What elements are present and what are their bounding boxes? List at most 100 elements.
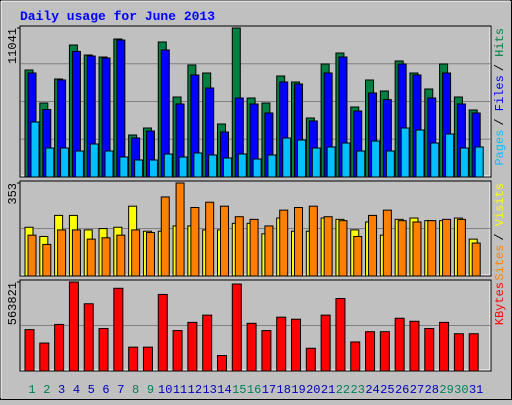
bar	[368, 214, 378, 277]
bar	[382, 209, 392, 277]
bar	[400, 127, 410, 178]
bar	[45, 147, 55, 178]
bar	[178, 156, 188, 178]
x-tick-label: 26	[395, 383, 409, 397]
bar	[193, 152, 203, 178]
bar	[27, 234, 37, 277]
bar	[249, 218, 259, 277]
bar	[131, 229, 141, 277]
bar	[222, 157, 232, 178]
x-tick-label: 23	[351, 383, 365, 397]
legend-entry: Files	[493, 75, 507, 111]
bar	[116, 234, 126, 277]
bar	[142, 346, 153, 372]
legend-separator: /	[493, 64, 507, 71]
x-tick-label: 8	[132, 383, 139, 397]
bar	[116, 39, 126, 178]
legend-entry: Pages	[493, 130, 507, 166]
bar	[356, 150, 366, 178]
bar	[128, 346, 139, 372]
x-tick-label: 7	[117, 383, 124, 397]
x-tick-label: 30	[454, 383, 468, 397]
legend: Sites / Visits	[493, 183, 507, 281]
bar	[42, 243, 52, 277]
bar	[335, 298, 346, 372]
x-tick-label: 22	[336, 383, 350, 397]
x-tick-label: 20	[306, 383, 320, 397]
x-tick-label: 15	[232, 383, 246, 397]
bar	[397, 220, 407, 277]
bar	[459, 147, 469, 178]
bar	[30, 121, 40, 178]
bar	[74, 150, 84, 178]
bar	[237, 153, 247, 178]
bar	[60, 147, 70, 178]
bar	[320, 314, 331, 372]
x-tick-label: 1	[28, 383, 35, 397]
bar	[311, 147, 321, 178]
bar	[291, 318, 302, 372]
bar	[379, 331, 390, 372]
bar	[294, 207, 304, 277]
bar	[205, 201, 215, 277]
x-tick-label: 28	[425, 383, 439, 397]
bar	[353, 235, 363, 277]
bar	[261, 330, 272, 372]
bar	[89, 143, 99, 178]
bar	[101, 237, 111, 277]
bar	[39, 342, 50, 372]
bar	[409, 320, 420, 372]
bar	[134, 159, 144, 178]
legend-entry: Visits	[493, 183, 507, 226]
bar	[86, 238, 96, 277]
x-tick-label: 6	[102, 383, 109, 397]
bar	[415, 129, 425, 178]
x-tick-label: 4	[73, 383, 80, 397]
y-tick-label: 353	[6, 183, 20, 205]
bar	[246, 322, 257, 372]
x-tick-label: 13	[202, 383, 216, 397]
x-tick-label: 19	[291, 383, 305, 397]
legend: KBytes	[493, 282, 507, 325]
bar	[341, 142, 351, 178]
bar	[160, 196, 170, 277]
bar	[175, 182, 185, 277]
x-tick-label: 12	[188, 383, 202, 397]
bar	[282, 137, 292, 178]
x-tick-label: 2	[43, 383, 50, 397]
x-tick-label: 5	[88, 383, 95, 397]
legend-separator: /	[493, 233, 507, 240]
bar	[24, 329, 35, 372]
bar	[338, 220, 348, 277]
bar	[471, 242, 481, 277]
bar	[305, 347, 316, 372]
x-tick-label: 21	[321, 383, 335, 397]
bar	[412, 221, 422, 277]
bar	[190, 207, 200, 277]
x-tick-label: 17	[262, 383, 276, 397]
x-tick-label: 11	[173, 383, 187, 397]
bar	[365, 331, 376, 372]
bar	[157, 293, 168, 372]
bar	[267, 154, 277, 178]
bar	[231, 283, 242, 372]
bar	[219, 205, 229, 277]
bar	[445, 133, 455, 178]
bar	[119, 156, 129, 178]
bar	[104, 150, 114, 178]
bar	[456, 218, 466, 277]
x-tick-label: 18	[277, 383, 291, 397]
bar	[163, 153, 173, 178]
bar	[54, 323, 65, 372]
x-tick-label: 10	[158, 383, 172, 397]
bar	[264, 225, 274, 277]
x-tick-label: 9	[147, 383, 154, 397]
bar	[323, 216, 333, 277]
x-tick-label: 25	[380, 383, 394, 397]
bar	[252, 158, 262, 178]
bar	[216, 355, 227, 372]
bar	[468, 333, 479, 372]
bar	[427, 220, 437, 277]
legend-entry: Hits	[493, 28, 507, 57]
